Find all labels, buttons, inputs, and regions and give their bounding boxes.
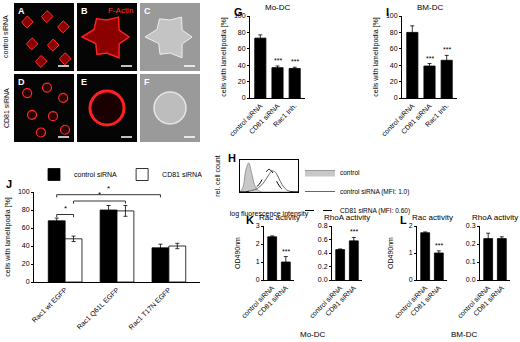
svg-text:CD81 siRNA: CD81 siRNA bbox=[162, 171, 202, 178]
svg-text:***: *** bbox=[282, 248, 290, 255]
svg-text:I: I bbox=[386, 6, 389, 18]
svg-text:3: 3 bbox=[256, 222, 260, 229]
svg-text:100: 100 bbox=[234, 12, 246, 19]
svg-text:Mo-DC: Mo-DC bbox=[300, 330, 326, 339]
svg-text:control siRNA: control siRNA bbox=[240, 284, 275, 319]
svg-text:***: *** bbox=[291, 58, 299, 65]
svg-text:K: K bbox=[246, 214, 254, 226]
svg-text:40: 40 bbox=[238, 62, 246, 69]
svg-text:control siRNA: control siRNA bbox=[393, 284, 428, 319]
svg-text:rel. cell count: rel. cell count bbox=[214, 155, 221, 196]
svg-text:BM-DC: BM-DC bbox=[417, 3, 443, 12]
svg-text:***: *** bbox=[443, 46, 451, 53]
svg-text:control siRNA (MFI: 1.0): control siRNA (MFI: 1.0) bbox=[340, 188, 409, 196]
svg-text:*: * bbox=[107, 184, 110, 193]
svg-text:D: D bbox=[18, 77, 25, 87]
svg-text:Mo-DC: Mo-DC bbox=[265, 3, 291, 12]
svg-text:60: 60 bbox=[238, 45, 246, 52]
svg-text:control siRNA: control siRNA bbox=[456, 284, 491, 319]
svg-text:0: 0 bbox=[394, 94, 398, 101]
svg-text:F: F bbox=[144, 77, 150, 87]
svg-text:0: 0 bbox=[256, 276, 260, 283]
svg-text:log fluorescence intensity: log fluorescence intensity bbox=[230, 210, 309, 218]
svg-text:CD81 siRNA: CD81 siRNA bbox=[472, 284, 505, 317]
svg-text:cells with lamellipodia [%]: cells with lamellipodia [%] bbox=[220, 17, 228, 96]
svg-text:B: B bbox=[81, 6, 88, 16]
svg-text:OD490nm: OD490nm bbox=[234, 237, 241, 269]
svg-text:1: 1 bbox=[256, 258, 260, 265]
svg-text:***: *** bbox=[435, 242, 443, 249]
svg-text:0.6: 0.6 bbox=[318, 236, 328, 243]
svg-text:cells with lamellipodia [%]: cells with lamellipodia [%] bbox=[4, 197, 12, 276]
svg-text:40: 40 bbox=[390, 62, 398, 69]
svg-text:C: C bbox=[144, 6, 151, 16]
svg-text:Rac1 T17N EGFP: Rac1 T17N EGFP bbox=[127, 286, 172, 331]
svg-text:control siRNA: control siRNA bbox=[308, 284, 343, 319]
svg-text:0.0: 0.0 bbox=[466, 276, 476, 283]
svg-text:RhoA activity: RhoA activity bbox=[324, 213, 370, 222]
svg-text:0.2: 0.2 bbox=[318, 263, 328, 270]
svg-text:Rac activity: Rac activity bbox=[259, 213, 300, 222]
svg-text:BM-DC: BM-DC bbox=[451, 330, 477, 339]
svg-text:G: G bbox=[234, 6, 243, 18]
svg-text:40: 40 bbox=[22, 242, 30, 249]
svg-text:CD81 siRNA: CD81 siRNA bbox=[256, 284, 289, 317]
svg-text:2: 2 bbox=[256, 240, 260, 247]
svg-text:E: E bbox=[81, 77, 87, 87]
svg-text:1: 1 bbox=[409, 249, 413, 256]
svg-text:CD81 siRNA: CD81 siRNA bbox=[324, 284, 357, 317]
svg-text:100: 100 bbox=[386, 12, 398, 19]
svg-text:H: H bbox=[228, 152, 236, 164]
svg-text:100: 100 bbox=[18, 188, 30, 195]
svg-text:control siRNA: control siRNA bbox=[74, 171, 117, 178]
svg-text:Rac1 Inh.: Rac1 Inh. bbox=[272, 102, 298, 128]
svg-text:RhoA activity: RhoA activity bbox=[472, 213, 518, 222]
svg-text:0: 0 bbox=[26, 278, 30, 285]
svg-text:CD81 siRNA: CD81 siRNA bbox=[409, 284, 442, 317]
svg-text:***: *** bbox=[274, 57, 282, 64]
svg-text:CD81 siRNA: CD81 siRNA bbox=[400, 102, 433, 135]
svg-text:control siRNA: control siRNA bbox=[228, 102, 263, 137]
svg-text:CD81 siRNA: CD81 siRNA bbox=[3, 88, 10, 128]
svg-text:CD81 siRNA (MFI: 0.60): CD81 siRNA (MFI: 0.60) bbox=[340, 207, 410, 215]
svg-text:cells with lamellipodia [%]: cells with lamellipodia [%] bbox=[372, 17, 380, 96]
svg-text:Rac1 Q61L EGFP: Rac1 Q61L EGFP bbox=[76, 286, 122, 332]
svg-text:F-Actin: F-Actin bbox=[108, 6, 133, 15]
svg-text:0.2: 0.2 bbox=[466, 240, 476, 247]
svg-text:control siRNA: control siRNA bbox=[2, 15, 9, 58]
svg-text:0: 0 bbox=[409, 276, 413, 283]
svg-text:*: * bbox=[98, 190, 101, 199]
svg-text:2: 2 bbox=[409, 222, 413, 229]
svg-text:***: *** bbox=[426, 55, 434, 62]
svg-text:control siRNA: control siRNA bbox=[380, 102, 415, 137]
svg-text:0.0: 0.0 bbox=[318, 276, 328, 283]
svg-text:60: 60 bbox=[390, 45, 398, 52]
svg-text:80: 80 bbox=[390, 29, 398, 36]
svg-text:A: A bbox=[18, 6, 25, 16]
svg-text:*: * bbox=[64, 204, 67, 213]
svg-text:Rac1 Inh.: Rac1 Inh. bbox=[424, 102, 450, 128]
svg-text:0.8: 0.8 bbox=[318, 222, 328, 229]
svg-text:***: *** bbox=[350, 228, 358, 235]
svg-text:0.3: 0.3 bbox=[466, 222, 476, 229]
svg-text:Rac1 wt EGFP: Rac1 wt EGFP bbox=[31, 286, 69, 324]
svg-text:20: 20 bbox=[238, 78, 246, 85]
svg-text:CD81 siRNA: CD81 siRNA bbox=[248, 102, 281, 135]
svg-text:OD490nm: OD490nm bbox=[387, 237, 394, 269]
svg-text:0.1: 0.1 bbox=[466, 258, 476, 265]
svg-text:Rac activity: Rac activity bbox=[412, 213, 453, 222]
svg-text:20: 20 bbox=[390, 78, 398, 85]
svg-text:0.4: 0.4 bbox=[318, 249, 328, 256]
svg-text:60: 60 bbox=[22, 224, 30, 231]
svg-text:20: 20 bbox=[22, 260, 30, 267]
svg-text:0: 0 bbox=[242, 94, 246, 101]
svg-text:control: control bbox=[340, 169, 360, 176]
svg-text:80: 80 bbox=[22, 206, 30, 213]
svg-text:J: J bbox=[6, 178, 12, 190]
svg-text:80: 80 bbox=[238, 29, 246, 36]
svg-text:L: L bbox=[400, 214, 407, 226]
